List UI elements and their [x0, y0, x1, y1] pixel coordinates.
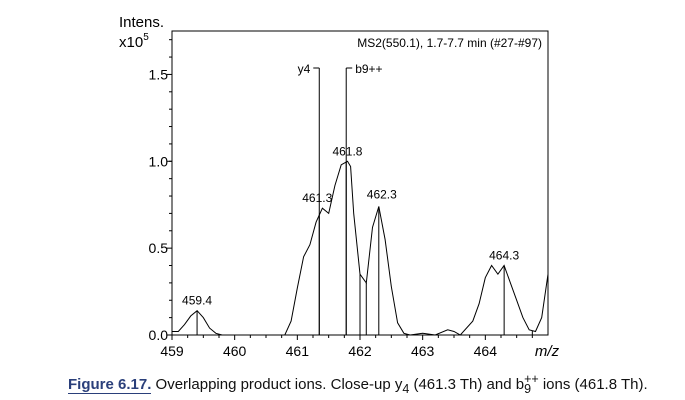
peak-label: 462.3	[367, 187, 397, 201]
y-axis-label-intens: Intens.	[119, 14, 164, 31]
caption-text-1: Overlapping product ions. Close-up y	[151, 376, 403, 393]
peak-label: 459.4	[182, 294, 212, 308]
y-axis-scale-exponent: 5	[143, 32, 149, 43]
x-axis-ticks: 459 460 461 462 463 464	[160, 335, 533, 359]
spectrum-line	[172, 160, 549, 336]
chart-title: MS2(550.1), 1.7-7.7 min (#27-#97)	[357, 36, 542, 50]
caption-b-superscript: ++	[524, 372, 539, 386]
caption-b-subscript: 9	[524, 382, 532, 396]
caption-y-subscript: 4	[402, 382, 410, 396]
y-tick-label: 0.0	[149, 327, 169, 343]
ion-marker-label: y4	[298, 62, 311, 76]
ion-markers: y4 b9++	[298, 62, 383, 335]
peak-label: 461.8	[332, 144, 362, 158]
x-tick-label: 463	[411, 343, 435, 359]
caption-text-2: (461.3 Th) and b	[409, 376, 525, 393]
x-tick-label: 461	[286, 343, 310, 359]
peak-labels: 459.4 461.3 461.8 462.3 464.3	[182, 144, 519, 307]
y-tick-label: 0.5	[149, 240, 169, 256]
x-tick-label: 464	[474, 343, 498, 359]
x-tick-label: 459	[160, 343, 184, 359]
y-axis-label-scale: x105	[119, 32, 149, 51]
y-axis-scale-base: x10	[119, 34, 143, 51]
y-axis-ticks: 0.0 0.5 1.0 1.5	[149, 39, 172, 343]
x-tick-label: 460	[223, 343, 247, 359]
y-tick-label: 1.5	[149, 66, 169, 82]
peak-label: 461.3	[302, 191, 332, 205]
x-tick-label: 462	[348, 343, 372, 359]
peak-label: 464.3	[489, 249, 519, 263]
caption-text-3: ions (461.8 Th).	[538, 376, 648, 393]
y-tick-label: 1.0	[149, 153, 169, 169]
peak-sticks	[196, 161, 533, 335]
ms2-spectrum-chart: Intens. x105 MS2(550.1), 1.7-7.7 min (#2…	[119, 14, 560, 360]
figure-caption: Figure 6.17. Overlapping product ions. C…	[68, 372, 680, 396]
figure-label: Figure 6.17.	[68, 376, 152, 394]
x-axis-label: m/z	[535, 343, 560, 360]
ion-marker-label: b9++	[355, 62, 382, 76]
